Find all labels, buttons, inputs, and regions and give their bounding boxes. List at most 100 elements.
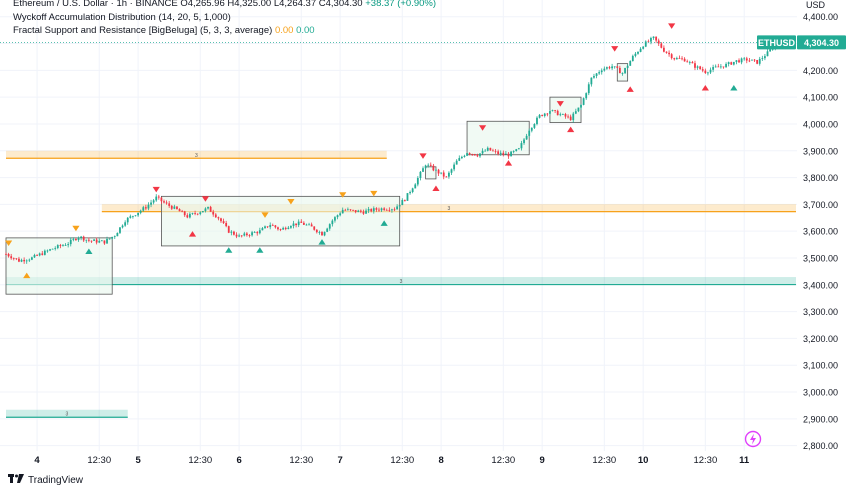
candle-body [541, 114, 544, 116]
price-tick-label: 4,100.00 [803, 93, 838, 103]
candle-body [670, 54, 673, 59]
candle-body [165, 202, 168, 204]
candle-body [701, 69, 704, 71]
candle-body [688, 62, 691, 63]
candle-body [36, 254, 38, 256]
candle-body [183, 211, 186, 216]
fractal-low-marker [504, 160, 513, 166]
candle-body [427, 164, 430, 166]
symbol-row: Ethereum / U.S. Dollar · 1h · BINANCE O4… [13, 0, 436, 11]
candle-body [424, 165, 427, 169]
candle-body [108, 238, 111, 240]
candle-body [308, 224, 310, 226]
candle-body [95, 239, 98, 243]
candle-body [753, 59, 756, 61]
candle-body [650, 38, 652, 42]
candle-body [435, 169, 437, 171]
candle-body [598, 72, 601, 74]
candle-body [277, 227, 279, 230]
candle-body [432, 165, 435, 171]
candle-body [245, 233, 248, 236]
candle-body [132, 215, 134, 217]
candle-body [126, 217, 129, 223]
fractal-high-marker [556, 101, 564, 107]
candle-body [375, 208, 378, 210]
fractal-low-marker [432, 185, 440, 192]
candle-body [212, 211, 215, 215]
candle-body [613, 66, 616, 68]
candle-body [54, 248, 57, 249]
candle-body [106, 238, 108, 244]
candle-body [380, 208, 383, 211]
candle-body [691, 62, 694, 64]
candle-body [191, 213, 194, 214]
candle-body [582, 98, 585, 105]
fractal-high-marker [4, 240, 13, 246]
fractal-high-marker [72, 225, 80, 232]
indicator-wyckoff[interactable]: Wyckoff Accumulation Distribution (14, 2… [13, 11, 231, 23]
lightning-icon[interactable] [744, 430, 762, 448]
candle-body [33, 254, 36, 258]
candle-body [346, 209, 349, 211]
price-axis[interactable]: 4,400.00 4,200.00 4,100.00 4,000.00 3,900.00… [803, 12, 838, 451]
candle-body [339, 213, 342, 216]
support-resistance-zones: 3 3 3 3 [6, 150, 797, 418]
candle-body [248, 235, 251, 236]
candle-body [62, 245, 64, 247]
candle-body [328, 224, 331, 229]
candle-body [188, 213, 191, 218]
candle-body [201, 211, 204, 213]
symbol-title[interactable]: Ethereum / U.S. Dollar · 1h · BINANCE [13, 0, 178, 9]
footer-brand[interactable]: TradingView [8, 474, 83, 486]
candle-body [103, 240, 106, 244]
candle-body [334, 217, 336, 221]
candle-body [227, 226, 230, 233]
price-tick-label: 4,000.00 [803, 119, 838, 129]
indicator-fractal-value-1: 0.00 [274, 25, 294, 36]
candle-body [406, 193, 409, 201]
candle-body [178, 209, 181, 212]
indicator-row-1[interactable]: Wyckoff Accumulation Distribution (14, 2… [13, 11, 436, 25]
candle-body [764, 56, 766, 59]
candle-body [611, 66, 614, 69]
candle-body [41, 253, 44, 255]
candle-body [168, 203, 171, 206]
indicator-fractal[interactable]: Fractal Support and Resistance [BigBelug… [13, 25, 273, 36]
candle-body [385, 209, 388, 211]
candle-body [450, 169, 453, 173]
time-axis[interactable]: 4 12:30 5 12:30 6 12:30 7 12:30 8 12:30 9 12:30 10 12… [34, 455, 749, 466]
candle-body [85, 239, 88, 241]
indicator-row-2[interactable]: Fractal Support and Resistance [BigBelug… [13, 24, 436, 38]
fractal-low-marker [256, 247, 264, 253]
candle-body [124, 222, 127, 226]
candle-body [194, 213, 196, 214]
candle-body [297, 221, 300, 226]
candle-body [121, 225, 124, 228]
candle-body [751, 59, 753, 61]
candle-body [492, 150, 494, 152]
candle-body [504, 153, 507, 155]
candle-body [56, 245, 59, 249]
candle-body [419, 171, 422, 178]
candle-body [681, 58, 683, 60]
candle-body [341, 209, 344, 214]
candle-body [10, 256, 13, 259]
candle-body [652, 36, 655, 39]
fractal-high-marker [668, 23, 676, 29]
candle-body [409, 191, 411, 194]
axis-currency-label[interactable]: USD [806, 0, 826, 10]
candle-body [186, 215, 189, 218]
candle-body [225, 223, 228, 227]
candle-body [352, 209, 354, 211]
time-tick-label: 8 [438, 455, 443, 466]
candle-body [569, 116, 572, 121]
price-tick-label: 2,800.00 [803, 441, 838, 451]
candle-body [82, 236, 85, 241]
candle-body [305, 224, 308, 226]
candle-body [199, 212, 202, 214]
candle-body [142, 207, 145, 211]
candle-body [396, 206, 399, 210]
candle-body [543, 113, 546, 116]
candle-body [603, 68, 606, 71]
